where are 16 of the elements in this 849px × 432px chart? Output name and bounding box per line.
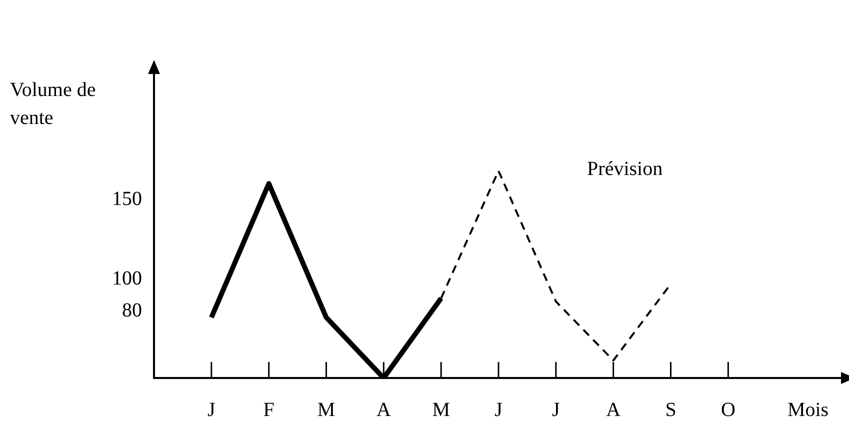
y-tick-label: 100 <box>112 267 142 290</box>
x-tick-label: A <box>606 399 622 421</box>
y-tick-label: 80 <box>122 299 142 322</box>
x-tick-label: A <box>376 399 392 421</box>
text: Prévision <box>587 158 663 180</box>
y-axis-title: Volume de vente <box>10 78 97 131</box>
x-tick-label: M <box>317 399 336 421</box>
x-tick-label: J <box>552 399 560 421</box>
x-tick-label: M <box>432 399 450 421</box>
x-tick-label: S <box>665 399 676 421</box>
x-tick-label: J <box>208 399 216 421</box>
y-tick-label: 150 <box>112 188 142 210</box>
x-tick-label: F <box>263 399 274 421</box>
x-tick-label: J <box>494 399 503 421</box>
x-tick-label: O <box>720 399 736 421</box>
x-axis-title: Mois <box>787 399 829 421</box>
